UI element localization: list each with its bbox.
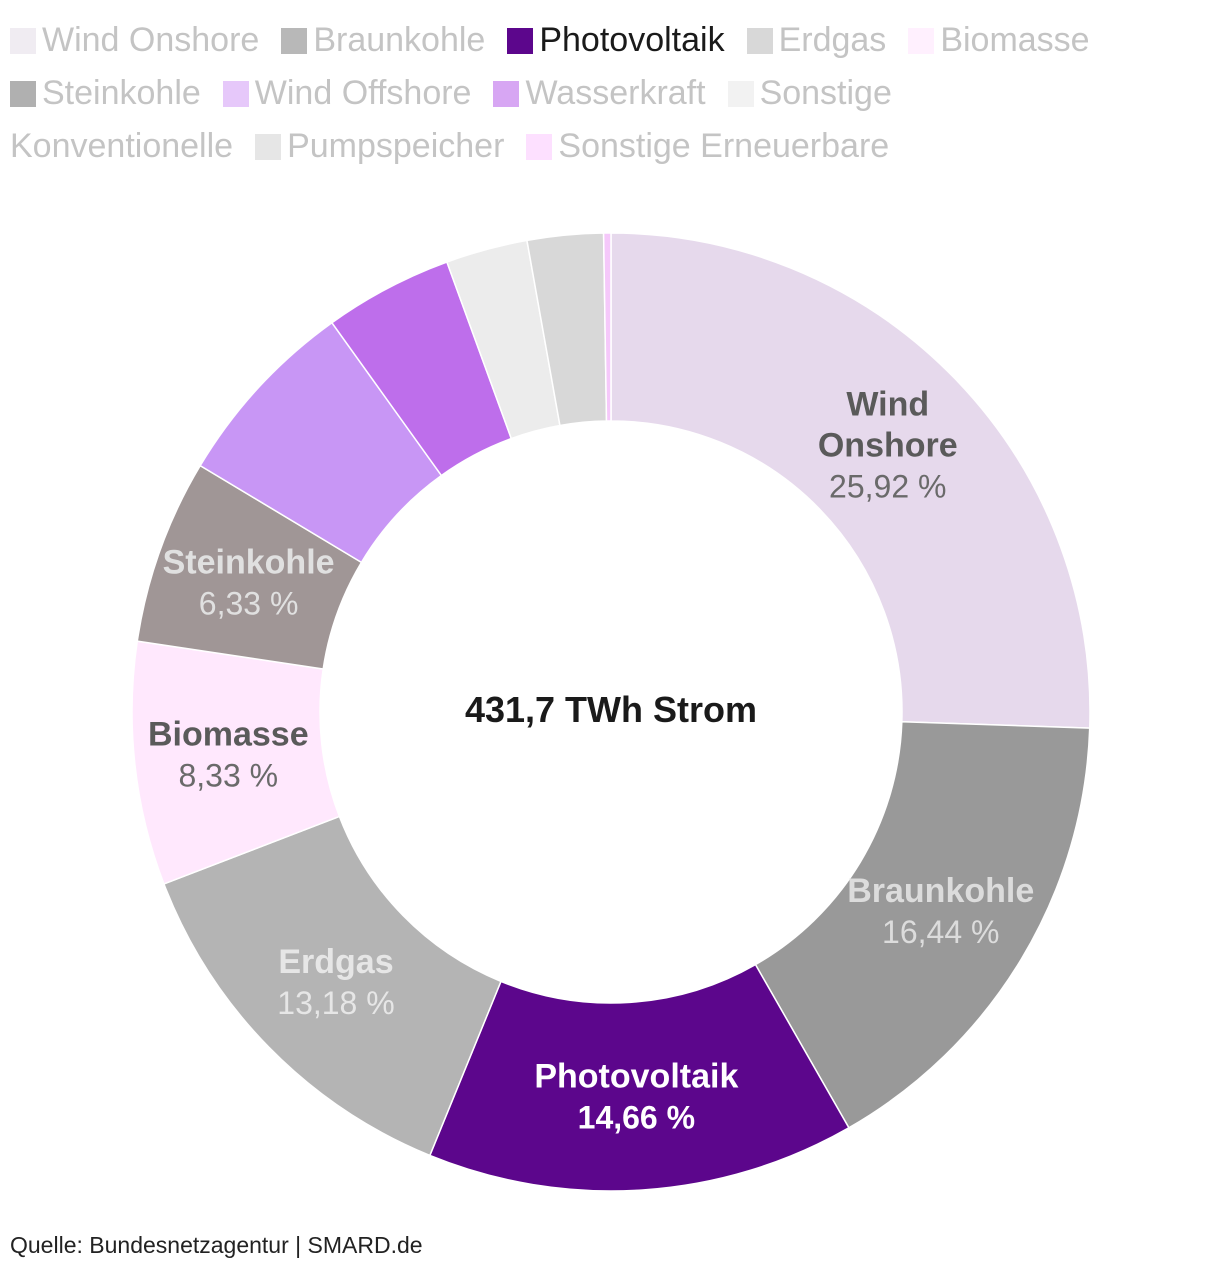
legend-swatch-erdgas [746, 27, 773, 54]
source-footer: Quelle: Bundesnetzagentur | SMARD.de [10, 1232, 423, 1258]
legend-row-1: Wind Onshore Braunkohle Photovoltaik Erd… [10, 14, 1210, 67]
slice-value-biomasse: 8,33 % [178, 758, 278, 794]
legend-item-erdgas[interactable]: Erdgas [746, 21, 887, 60]
slice-label-wind-onshore-line-2: Onshore [818, 426, 958, 464]
legend-label-biomasse: Biomasse [940, 21, 1090, 59]
legend-item-sonstige-konventionelle-start[interactable]: Sonstige [727, 74, 892, 113]
slice-value-erdgas: 13,18 % [277, 985, 394, 1021]
slice-label-braunkohle: Braunkohle [847, 872, 1034, 910]
donut-slice-braunkohle[interactable] [754, 720, 1091, 1129]
slice-value-wind-onshore: 25,92 % [829, 468, 946, 504]
legend-label-steinkohle: Steinkohle [42, 74, 201, 112]
legend-item-sonstige-konventionelle-end[interactable]: Konventionelle [10, 127, 233, 166]
legend-swatch-biomasse [908, 27, 935, 54]
legend-item-photovoltaik[interactable]: Photovoltaik [507, 21, 725, 60]
legend-label-sonstige-konventionelle-part-2: Konventionelle [10, 127, 234, 165]
legend-swatch-wind-offshore [222, 80, 249, 107]
legend-swatch-wasserkraft [493, 80, 520, 107]
slice-label-wind-onshore-line-1: Wind [846, 385, 929, 423]
legend-item-steinkohle[interactable]: Steinkohle [10, 74, 201, 113]
slice-value-photovoltaik: 14,66 % [578, 1100, 695, 1136]
slice-label-steinkohle: Steinkohle [163, 544, 335, 582]
legend-label-wasserkraft: Wasserkraft [525, 74, 706, 112]
legend-label-braunkohle: Braunkohle [313, 21, 486, 59]
donut-slice-erdgas[interactable] [162, 815, 502, 1157]
legend-label-pumpspeicher: Pumpspeicher [287, 127, 505, 165]
legend-label-sonstige-erneuerbare: Sonstige Erneuerbare [558, 127, 890, 165]
legend-item-wind-onshore[interactable]: Wind Onshore [10, 21, 259, 60]
legend-item-braunkohle[interactable]: Braunkohle [281, 21, 485, 60]
legend-swatch-sonstige-konventionelle [727, 80, 754, 107]
slice-label-photovoltaik: Photovoltaik [534, 1058, 738, 1096]
slice-value-steinkohle: 6,33 % [199, 586, 299, 622]
legend-swatch-steinkohle [10, 80, 36, 107]
legend-item-wasserkraft[interactable]: Wasserkraft [493, 74, 706, 113]
donut-center-label: 431,7 TWh Strom [465, 689, 757, 730]
legend-swatch-pumpspeicher [255, 133, 282, 160]
legend-label-photovoltaik: Photovoltaik [539, 21, 725, 59]
donut-slices [131, 232, 1091, 1192]
legend-swatch-photovoltaik [507, 27, 534, 54]
donut-slice-wind-onshore[interactable] [610, 232, 1091, 729]
legend-row-2: Steinkohle Wind Offshore Wasserkraft Son… [10, 67, 1210, 120]
legend-swatch-wind-onshore [10, 27, 36, 54]
legend-item-sonstige-erneuerbare[interactable]: Sonstige Erneuerbare [526, 127, 889, 166]
slice-value-braunkohle: 16,44 % [882, 914, 999, 950]
donut-slice-photovoltaik[interactable] [428, 963, 850, 1192]
slice-label-biomasse: Biomasse [148, 716, 309, 754]
legend-item-biomasse[interactable]: Biomasse [908, 21, 1090, 60]
legend-row-3: Konventionelle Pumpspeicher Sonstige Ern… [10, 120, 1210, 173]
legend-swatch-sonstige-erneuerbare [526, 133, 553, 160]
chart-legend: Wind Onshore Braunkohle Photovoltaik Erd… [10, 14, 1210, 173]
legend-item-wind-offshore[interactable]: Wind Offshore [222, 74, 472, 113]
legend-label-sonstige-konventionelle-part-1: Sonstige [759, 74, 892, 112]
legend-swatch-braunkohle [281, 27, 308, 54]
donut-slice-sonstige-erneuerbare[interactable] [602, 232, 612, 422]
legend-item-pumpspeicher[interactable]: Pumpspeicher [255, 127, 504, 166]
legend-label-wind-onshore: Wind Onshore [42, 21, 260, 59]
slice-label-erdgas: Erdgas [278, 943, 393, 981]
legend-label-erdgas: Erdgas [778, 21, 887, 59]
legend-label-wind-offshore: Wind Offshore [254, 74, 472, 112]
